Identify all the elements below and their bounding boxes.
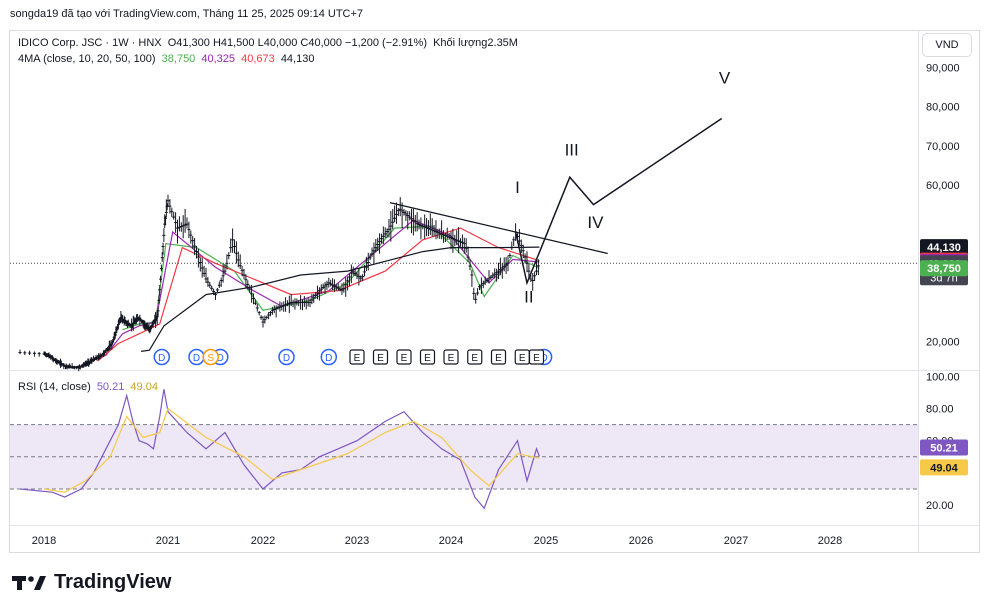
dividend-marker[interactable]: [153, 348, 171, 366]
event-marker-letter: E: [519, 353, 526, 364]
event-marker-letter: E: [495, 353, 502, 364]
earnings-marker[interactable]: [443, 349, 459, 365]
rsi-line: [43, 407, 540, 493]
price-axis-label: [920, 239, 968, 256]
wave-label[interactable]: I: [515, 178, 520, 197]
time-tick-label: 2022: [251, 535, 275, 547]
tradingview-logo[interactable]: TradingView: [12, 571, 171, 594]
event-marker-letter: S: [207, 353, 214, 364]
event-marker-letter: E: [471, 353, 478, 364]
event-marker-letter: D: [283, 353, 290, 364]
event-marker-letter: E: [424, 353, 431, 364]
earnings-marker[interactable]: [372, 349, 389, 365]
chart-frame: [9, 30, 980, 553]
event-marker-letter: E: [448, 353, 455, 364]
earnings-marker[interactable]: [490, 349, 507, 365]
event-marker-letter: D: [158, 353, 165, 364]
rsi-value: 50.21: [96, 381, 125, 393]
rsi-axis-label-text: 49.04: [930, 462, 958, 474]
event-marker-letter: D: [193, 353, 200, 364]
price-axis-label-text: 44,130: [927, 242, 961, 254]
earnings-marker[interactable]: [467, 349, 483, 365]
rsi-line: [19, 389, 540, 510]
rsi-axis-label: [920, 459, 968, 476]
rsi-axis-label-text: 50.21: [930, 442, 958, 454]
event-marker-letter: D: [217, 353, 224, 364]
event-marker-letter: E: [377, 353, 384, 364]
price-tick-label: 70,000: [926, 141, 960, 153]
price-tick-label: 90,000: [926, 63, 960, 75]
wave-label[interactable]: IV: [587, 213, 604, 232]
price-tick-label: 60,000: [926, 180, 960, 192]
time-tick-label: 2025: [534, 535, 558, 547]
event-marker-letter: E: [533, 353, 540, 364]
volume-value: Khối lượng2.35M: [433, 37, 518, 49]
ma100-value: 44,130: [280, 53, 315, 65]
symbol-legend[interactable]: IDICO Corp. JSC · 1W · HNX O41,300 H41,5…: [18, 37, 521, 49]
time-tick-label: 2027: [724, 535, 748, 547]
rsi-tick-label: 100.00: [926, 371, 960, 383]
time-tick-label: 2028: [818, 535, 842, 547]
event-marker-letter: D: [325, 353, 332, 364]
ma10-value: 38,750: [161, 53, 196, 65]
ohlc-values: O41,300 H41,500 L40,000 C40,000 −1,200 (…: [167, 37, 427, 49]
wave-label[interactable]: III: [565, 141, 579, 160]
resistance-trendline[interactable]: [389, 202, 608, 255]
wave-label[interactable]: V: [719, 68, 731, 87]
rsi-tick-label: 20.00: [926, 500, 954, 512]
price-axis-label: [920, 260, 968, 277]
symbol-name: IDICO Corp. JSC · 1W · HNX: [18, 37, 162, 49]
earnings-marker[interactable]: [528, 349, 545, 365]
split-marker[interactable]: [202, 348, 219, 366]
earnings-marker[interactable]: [349, 349, 365, 365]
price-tick-label: 20,000: [926, 337, 960, 349]
time-tick-label: 2021: [156, 535, 180, 547]
price-tick-label: 80,000: [926, 102, 960, 114]
rsi-tick-label: 80.00: [926, 404, 954, 416]
chart-caption: songda19 đã tạo với TradingView.com, Thá…: [10, 8, 364, 20]
currency-unit-button[interactable]: VND: [922, 33, 972, 57]
ma-legend[interactable]: 4MA (close, 10, 20, 50, 100) 38,750 40,3…: [18, 53, 317, 65]
dividend-marker[interactable]: [320, 348, 338, 366]
brand-name: TradingView: [54, 571, 172, 593]
rsi-axis-label: [920, 439, 968, 456]
moving-average-line: [97, 227, 540, 362]
ma50-value: 40,673: [241, 53, 275, 65]
tradingview-logo-icon: [12, 575, 46, 590]
dividend-marker[interactable]: [278, 348, 295, 366]
ma-label: 4MA (close, 10, 20, 50, 100): [18, 53, 156, 65]
earnings-marker[interactable]: [396, 349, 412, 365]
rsi-ma-value: 49.04: [130, 381, 158, 393]
ma20-value: 40,325: [201, 53, 236, 65]
wave-label[interactable]: II: [524, 287, 533, 306]
event-marker-letter: E: [401, 353, 408, 364]
rsi-legend[interactable]: RSI (14, close) 50.21 49.04: [18, 381, 161, 393]
elliott-wave-path[interactable]: [514, 117, 723, 286]
time-tick-label: 2023: [345, 535, 369, 547]
price-axis-label-text: 38,750: [927, 263, 961, 275]
time-tick-label: 2026: [629, 535, 653, 547]
earnings-marker[interactable]: [419, 349, 436, 365]
time-tick-label: 2024: [439, 535, 463, 547]
time-tick-label: 2018: [32, 535, 56, 547]
rsi-label: RSI (14, close): [18, 381, 91, 393]
event-marker-letter: E: [354, 353, 361, 364]
